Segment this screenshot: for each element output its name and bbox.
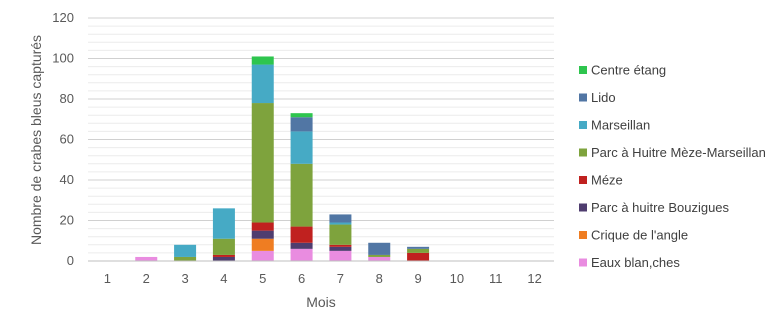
bar-segment [212,254,235,257]
legend: Centre étang Lido Marseillan Parc à Huitre … [579,63,766,270]
bar-segment [135,256,158,261]
bar-segment [407,248,430,253]
x-tick-label: 5 [259,271,266,286]
bar-segment [329,246,352,251]
bar-segment [251,250,274,261]
bar-segment [290,113,313,118]
legend-swatch [579,203,587,212]
legend-swatch [579,66,587,74]
y-tick-label: 120 [52,10,74,25]
x-tick-label: 8 [376,271,383,286]
bar-segment [290,163,313,227]
x-axis-ticks: 1 2 3 4 5 6 7 8 9 10 11 12 [104,271,542,286]
y-axis-ticks: 0 20 40 60 80 100 120 [52,10,74,268]
x-tick-label: 6 [298,271,305,286]
bar-segment [251,103,274,223]
bar-segment [212,208,235,239]
bar-segment [368,254,391,257]
x-tick-label: 9 [414,271,421,286]
y-axis-title: Nombre de crabes bleus capturés [28,35,44,245]
x-tick-label: 2 [143,271,150,286]
legend-swatch [579,258,587,267]
legend-swatch [579,231,587,239]
legend-label: Eaux blan,ches [591,255,680,270]
gridlines [88,17,554,262]
legend-label: Parc à Huitre Mèze-Marseillan [591,145,766,160]
bar-segment [329,250,352,261]
y-tick-label: 0 [67,253,74,268]
x-axis-title: Mois [306,294,336,310]
bars [135,56,430,261]
bar-segment [329,214,352,223]
legend-swatch [579,148,587,157]
legend-swatch [579,121,587,129]
x-tick-label: 1 [104,271,111,286]
bar-segment [212,238,235,255]
legend-label: Méze [591,173,623,188]
bar-segment [407,252,430,261]
bar-segment [368,256,391,261]
legend-label: Lido [591,90,616,105]
bar-segment [251,64,274,104]
x-tick-label: 4 [220,271,227,286]
bar-segment [407,246,430,249]
bar-segment [174,244,197,257]
legend-label: Parc à huitre Bouzigues [591,200,730,215]
x-tick-label: 3 [181,271,188,286]
bar-segment [329,244,352,247]
bar-segment [212,256,235,261]
bar-segment [251,222,274,231]
y-tick-label: 60 [60,132,74,147]
bar-segment [290,242,313,249]
y-tick-label: 80 [60,91,74,106]
legend-swatch [579,176,587,184]
y-tick-label: 20 [60,213,74,228]
legend-label: Marseillan [591,118,650,133]
bar-segment [368,242,391,255]
bar-segment [251,56,274,65]
bar-segment [290,117,313,132]
x-tick-label: 10 [450,271,464,286]
bar-segment [251,230,274,239]
x-tick-label: 11 [489,271,503,286]
bar-segment [290,226,313,243]
legend-label: Centre étang [591,63,666,78]
bar-segment [329,222,352,225]
y-tick-label: 100 [52,51,74,66]
bar-segment [290,248,313,261]
bar-segment [251,238,274,251]
x-tick-label: 12 [527,271,541,286]
x-tick-label: 7 [337,271,344,286]
bar-segment [174,256,197,261]
bar-segment [290,131,313,164]
legend-swatch [579,93,587,102]
y-tick-label: 40 [60,172,74,187]
bar-segment [329,224,352,245]
legend-label: Crique de l'angle [591,228,688,243]
